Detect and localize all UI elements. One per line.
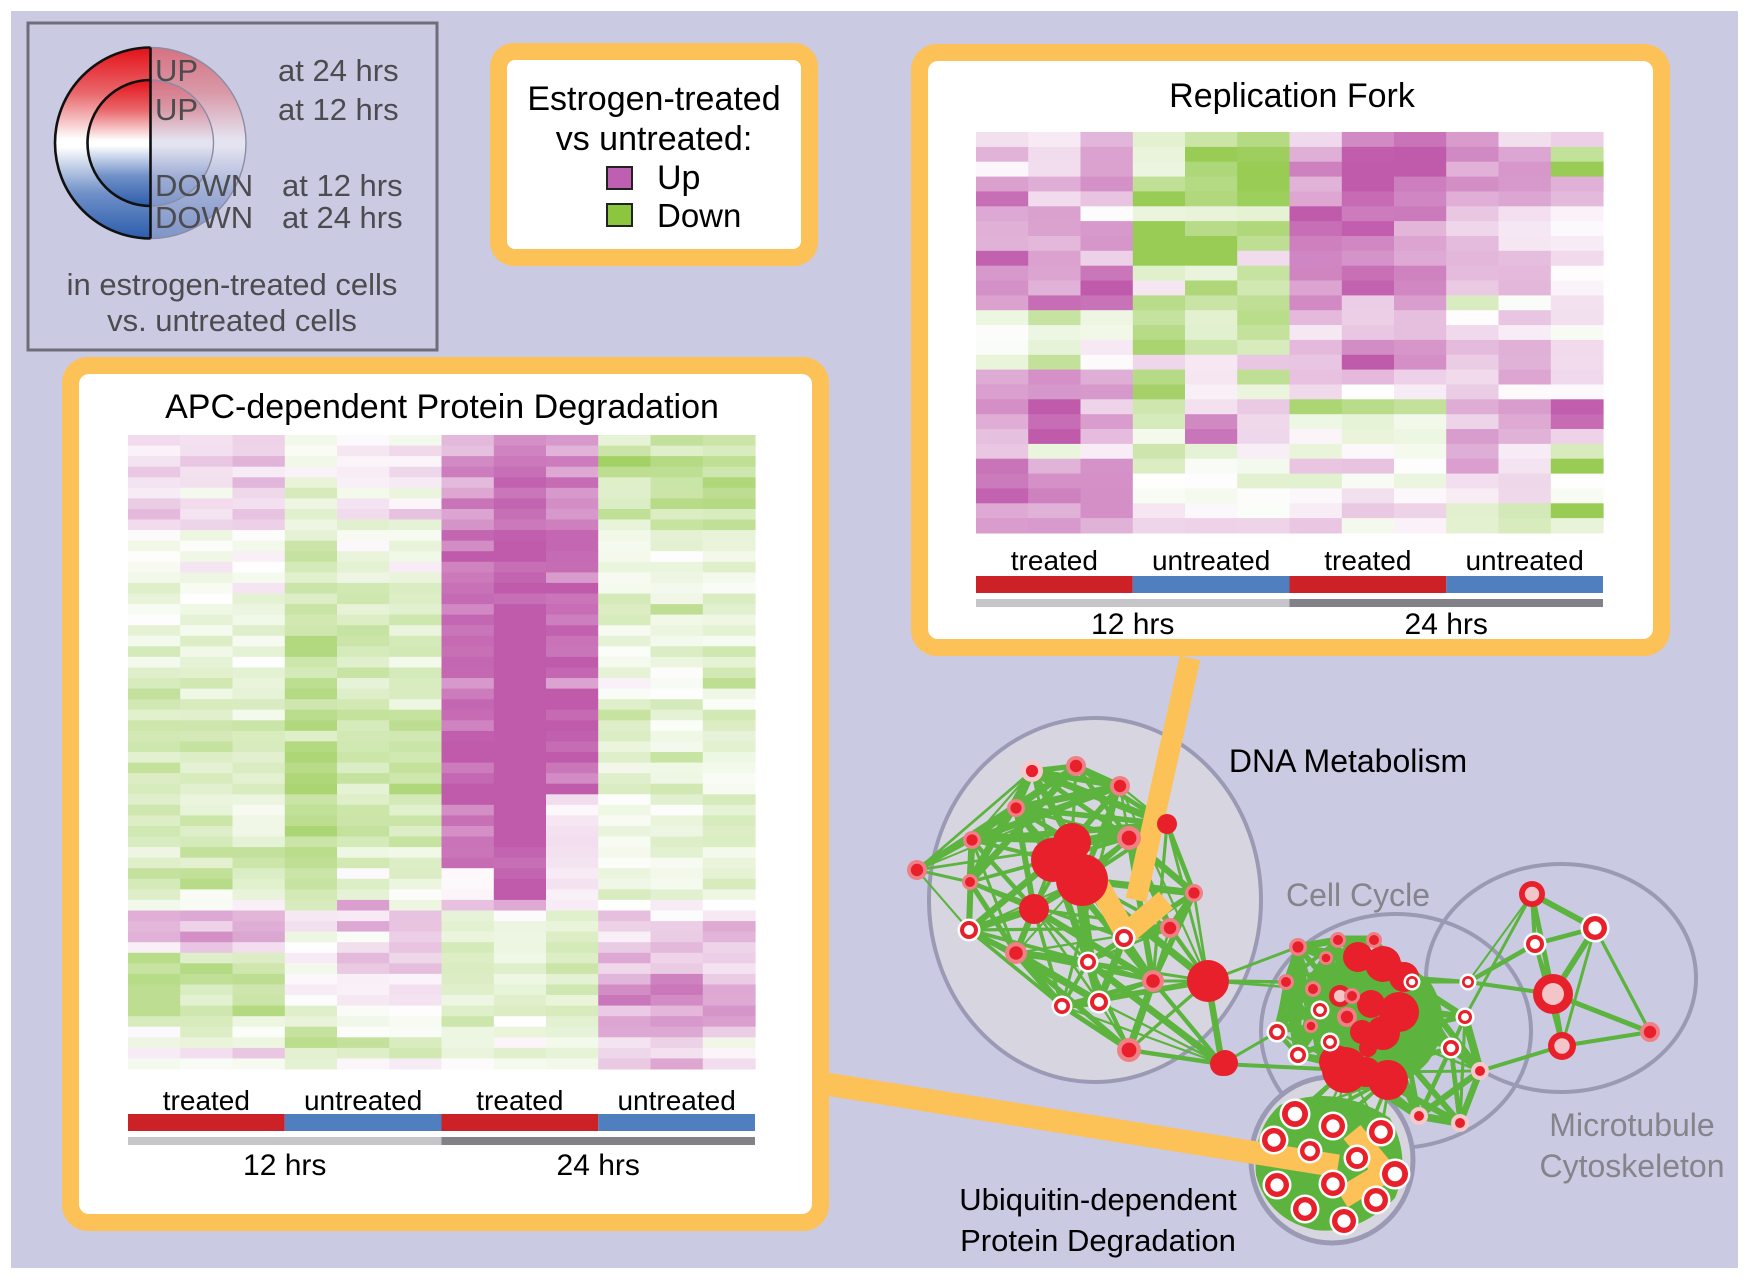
svg-text:DOWN: DOWN: [155, 168, 253, 203]
svg-text:Protein Degradation: Protein Degradation: [960, 1223, 1236, 1258]
svg-text:APC-dependent Protein Degradat: APC-dependent Protein Degradation: [165, 388, 719, 426]
svg-text:Down: Down: [657, 197, 741, 234]
svg-text:DOWN: DOWN: [155, 200, 253, 235]
svg-text:12 hrs: 12 hrs: [1091, 608, 1174, 641]
svg-text:UP: UP: [155, 53, 198, 88]
svg-text:treated: treated: [476, 1085, 563, 1116]
svg-text:at 24 hrs: at 24 hrs: [282, 200, 403, 235]
svg-text:untreated: untreated: [1152, 545, 1270, 576]
svg-text:treated: treated: [163, 1085, 250, 1116]
svg-text:24 hrs: 24 hrs: [557, 1149, 640, 1182]
svg-text:at 24 hrs: at 24 hrs: [278, 53, 399, 88]
svg-text:vs. untreated cells: vs. untreated cells: [107, 303, 357, 338]
svg-text:vs untreated:: vs untreated:: [556, 120, 753, 158]
svg-text:Replication Fork: Replication Fork: [1169, 77, 1416, 115]
svg-text:at 12 hrs: at 12 hrs: [282, 168, 403, 203]
svg-text:UP: UP: [155, 92, 198, 127]
svg-text:24 hrs: 24 hrs: [1405, 608, 1488, 641]
svg-text:Estrogen-treated: Estrogen-treated: [527, 80, 780, 118]
svg-text:at 12 hrs: at 12 hrs: [278, 92, 399, 127]
svg-text:DNA Metabolism: DNA Metabolism: [1229, 743, 1467, 779]
svg-text:in estrogen-treated cells: in estrogen-treated cells: [67, 267, 398, 302]
svg-text:untreated: untreated: [1465, 545, 1583, 576]
svg-text:untreated: untreated: [617, 1085, 735, 1116]
svg-text:12 hrs: 12 hrs: [243, 1149, 326, 1182]
svg-text:Up: Up: [657, 159, 700, 197]
svg-text:Cell Cycle: Cell Cycle: [1286, 877, 1430, 913]
svg-text:Cytoskeleton: Cytoskeleton: [1540, 1148, 1725, 1184]
svg-text:treated: treated: [1011, 545, 1098, 576]
svg-text:untreated: untreated: [304, 1085, 422, 1116]
svg-text:Ubiquitin-dependent: Ubiquitin-dependent: [959, 1182, 1237, 1217]
svg-text:treated: treated: [1324, 545, 1411, 576]
svg-text:Microtubule: Microtubule: [1549, 1107, 1714, 1143]
